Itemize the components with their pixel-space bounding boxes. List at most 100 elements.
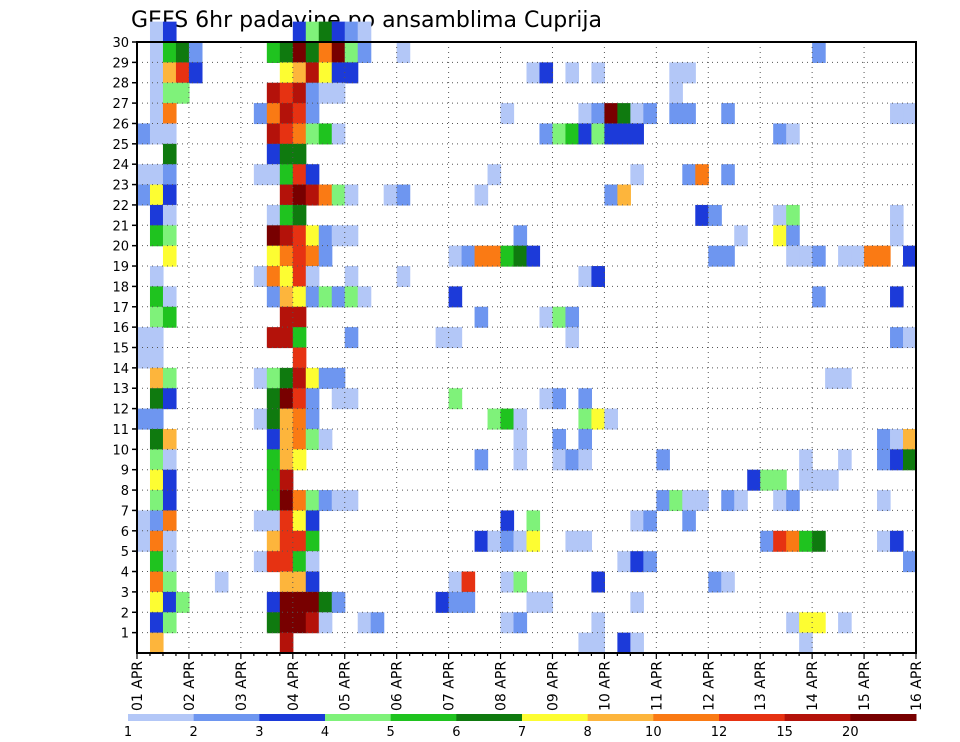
- heatmap-cell: [578, 632, 593, 654]
- heatmap-cell: [162, 184, 177, 206]
- heatmap-cell: [305, 428, 320, 450]
- heatmap-cell: [682, 510, 696, 532]
- heatmap-cell: [903, 449, 917, 471]
- heatmap-cell: [461, 245, 476, 267]
- heatmap-cell: [292, 286, 307, 308]
- heatmap-cell: [344, 225, 359, 247]
- heatmap-cell: [318, 286, 333, 308]
- heatmap-cell: [162, 571, 177, 593]
- heatmap-cell: [279, 449, 294, 471]
- heatmap-cell: [305, 571, 320, 593]
- colorbar-label: 7: [518, 725, 526, 740]
- heatmap-cell: [799, 245, 813, 267]
- heatmap-cell: [604, 408, 618, 430]
- heatmap-cell: [279, 367, 294, 389]
- heatmap-cell: [344, 388, 359, 410]
- heatmap-cell: [279, 612, 294, 634]
- heatmap-cell: [188, 42, 203, 63]
- colorbar-label: 15: [776, 725, 793, 740]
- heatmap-cell: [305, 367, 320, 389]
- heatmap-cell: [266, 164, 281, 186]
- heatmap-cell: [383, 184, 398, 206]
- heatmap-cell: [344, 266, 359, 287]
- heatmap-cell: [357, 42, 372, 63]
- heatmap-cell: [162, 225, 177, 247]
- x-tick-label: 15 APR: [857, 661, 873, 711]
- heatmap-cell: [331, 123, 346, 145]
- heatmap-cell: [279, 632, 294, 654]
- heatmap-cell: [695, 204, 709, 226]
- heatmap-cell: [565, 530, 580, 552]
- heatmap-cell: [344, 490, 359, 512]
- heatmap-cell: [591, 62, 605, 84]
- heatmap-cell: [292, 612, 307, 634]
- heatmap-cell: [760, 469, 774, 491]
- y-tick-label: 23: [112, 179, 129, 194]
- heatmap-cell: [344, 62, 359, 84]
- heatmap-cell: [318, 591, 333, 613]
- heatmap-cell: [149, 612, 164, 634]
- heatmap-cell: [500, 612, 515, 634]
- heatmap-cell: [305, 286, 320, 308]
- heatmap-cell: [279, 490, 294, 512]
- y-tick-label: 17: [112, 301, 129, 316]
- heatmap-cell: [292, 408, 307, 430]
- heatmap-cell: [279, 103, 294, 125]
- y-tick-label: 1: [121, 627, 129, 642]
- heatmap-cell: [279, 428, 294, 450]
- heatmap-cell: [617, 632, 631, 654]
- heatmap-cell: [630, 103, 644, 125]
- heatmap-cell: [734, 225, 748, 247]
- heatmap-cell: [149, 490, 164, 512]
- heatmap-cell: [487, 408, 502, 430]
- heatmap-cell: [448, 327, 463, 349]
- heatmap-cell: [162, 510, 177, 532]
- heatmap-cell: [318, 21, 333, 43]
- heatmap-cell: [266, 42, 281, 63]
- colorbar-swatch: [653, 714, 720, 721]
- heatmap-cell: [539, 123, 554, 145]
- x-tick-label: 13 APR: [753, 661, 769, 711]
- heatmap-cell: [344, 286, 359, 308]
- x-tick-label: 03 APR: [234, 661, 250, 711]
- heatmap-cell: [292, 123, 307, 145]
- heatmap-cell: [266, 612, 281, 634]
- heatmap-cell: [162, 469, 177, 491]
- heatmap-cell: [149, 510, 164, 532]
- heatmap-cell: [786, 612, 800, 634]
- heatmap-cell: [487, 530, 502, 552]
- heatmap-cell: [292, 225, 307, 247]
- heatmap-cell: [838, 449, 852, 471]
- heatmap-cell: [396, 184, 411, 206]
- x-tick-label: 10 APR: [597, 661, 613, 711]
- heatmap-cell: [890, 204, 904, 226]
- heatmap-cell: [149, 266, 164, 287]
- y-tick-label: 14: [112, 362, 129, 377]
- heatmap-cell: [149, 571, 164, 593]
- heatmap-cell: [305, 490, 320, 512]
- heatmap-cell: [617, 551, 631, 573]
- heatmap-cell: [565, 62, 580, 84]
- heatmap-cell: [292, 367, 307, 389]
- heatmap-cell: [279, 204, 294, 226]
- colorbar-swatch: [325, 714, 392, 721]
- heatmap-cell: [279, 591, 294, 613]
- heatmap-cell: [617, 103, 631, 125]
- heatmap-cell: [149, 530, 164, 552]
- heatmap-cell: [526, 530, 541, 552]
- heatmap-cell: [305, 551, 320, 573]
- heatmap-cell: [253, 266, 268, 287]
- heatmap-cell: [266, 490, 281, 512]
- heatmap-cell: [292, 449, 307, 471]
- heatmap-cell: [812, 612, 826, 634]
- heatmap-cell: [305, 245, 320, 267]
- heatmap-cell: [903, 428, 917, 450]
- heatmap-cell: [331, 62, 346, 84]
- heatmap-cell: [760, 530, 774, 552]
- heatmap-cell: [279, 245, 294, 267]
- heatmap-cell: [292, 571, 307, 593]
- heatmap-cell: [137, 164, 151, 186]
- y-tick-label: 13: [112, 382, 129, 397]
- y-tick-label: 27: [112, 97, 129, 112]
- heatmap-cell: [474, 306, 489, 328]
